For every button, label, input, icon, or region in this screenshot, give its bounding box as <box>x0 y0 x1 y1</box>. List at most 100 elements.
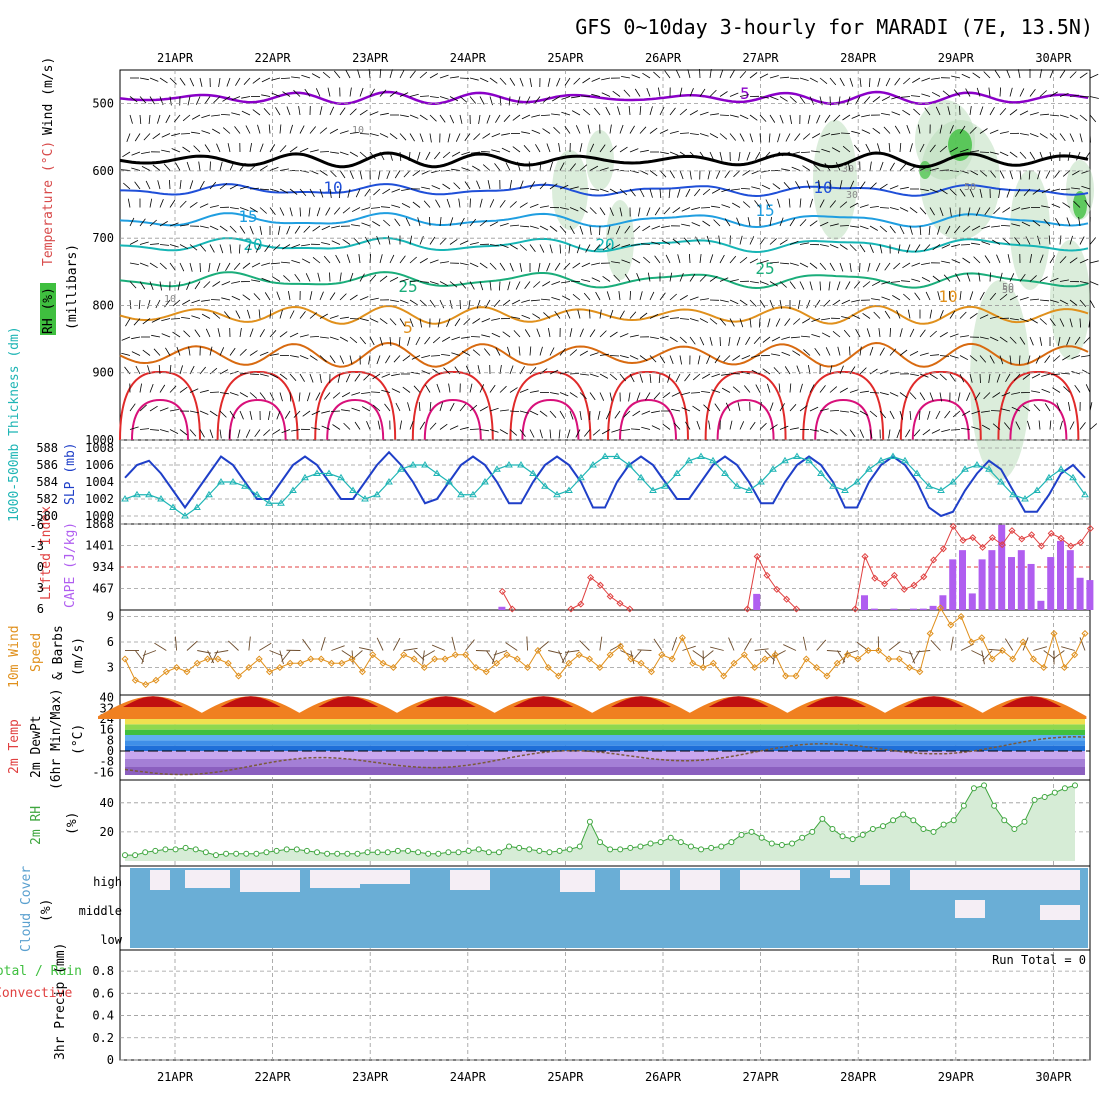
wind-barb <box>286 106 291 116</box>
wind10-barb <box>637 649 652 651</box>
wind-barb <box>542 128 551 134</box>
wind-barb <box>199 262 201 273</box>
thickness-marker <box>757 478 765 485</box>
wind-barb <box>239 410 244 420</box>
wind-barb <box>169 244 179 248</box>
thickness-marker <box>601 452 609 459</box>
wind10-marker <box>936 604 945 612</box>
rh-marker <box>132 852 139 859</box>
wind-barb <box>1000 225 1011 227</box>
wind-barb <box>346 254 351 264</box>
wind-barb <box>341 392 351 398</box>
rh-marker <box>1072 782 1078 789</box>
wind-barb <box>559 392 569 397</box>
wind-barb <box>309 312 318 319</box>
wind-barb <box>399 255 406 264</box>
wind-barb <box>199 244 207 252</box>
wind-barb <box>979 291 985 301</box>
wind-barb <box>189 180 194 190</box>
wind-barb <box>298 106 301 116</box>
thickness-marker <box>181 512 189 519</box>
wind-barb <box>681 223 691 227</box>
wind-barb <box>377 420 381 430</box>
cloud-gap <box>860 870 890 885</box>
wind-barb <box>389 90 398 97</box>
precip-ylabel-c: 3hr Precip (mm) <box>53 943 68 1060</box>
wind-barb <box>279 207 285 216</box>
wind10-marker <box>245 663 253 672</box>
wind-barb <box>1039 299 1050 302</box>
wind-barb <box>439 423 448 430</box>
wind-ylabel: Wind (m/s) <box>41 57 56 135</box>
wind-barb <box>755 151 761 160</box>
wind-barb <box>962 225 971 233</box>
wind-barb <box>511 299 521 305</box>
wind-barb <box>771 353 781 356</box>
wind-barb <box>1089 281 1099 286</box>
wind-barb <box>251 279 261 282</box>
wind-barb <box>979 355 987 363</box>
wind-barb <box>1029 336 1034 346</box>
thickness-marker <box>853 478 861 485</box>
wind-barb <box>939 169 950 171</box>
wind-barb <box>489 244 499 247</box>
wind-barb <box>647 272 651 282</box>
wind-barb <box>809 281 813 291</box>
wind-barb <box>918 124 921 134</box>
wind-barb <box>589 352 599 356</box>
wind-barb <box>1062 170 1071 177</box>
wind-barb <box>210 299 221 301</box>
wind-barb <box>482 133 491 139</box>
isotherm-30 <box>119 341 1089 368</box>
wind-barb <box>239 225 246 234</box>
wind-barb <box>1019 297 1029 301</box>
li-marker <box>606 592 614 600</box>
wind-barb <box>539 225 549 231</box>
wind-barb <box>759 299 766 308</box>
wind-barb <box>209 410 218 417</box>
wind10-barb <box>422 650 435 658</box>
wind-barb <box>749 133 753 143</box>
wind-barb <box>289 392 292 402</box>
wind-barb <box>509 201 517 208</box>
wind-barb <box>259 351 269 356</box>
wind-barb <box>212 281 221 287</box>
rh-marker <box>748 828 755 835</box>
wind10-marker <box>782 672 790 680</box>
wind-barb <box>556 77 561 87</box>
wind-barb <box>549 347 555 356</box>
wind10-marker <box>875 646 883 655</box>
wind-barb <box>747 217 751 227</box>
wind-barb <box>1019 151 1027 159</box>
wind-barb <box>1051 203 1061 208</box>
wind-barb <box>239 162 246 171</box>
wind-barb <box>927 410 931 420</box>
wind-barb <box>669 107 676 116</box>
wind-barb <box>1009 170 1013 180</box>
wind-barb <box>1019 110 1029 116</box>
wind-barb <box>619 207 623 217</box>
wind-barb <box>794 133 801 141</box>
wind-barb <box>339 188 341 199</box>
wind-barb <box>739 256 748 264</box>
wind10-barb <box>950 636 954 651</box>
wind10-marker <box>482 668 490 676</box>
wind-tick: 3 <box>107 661 114 675</box>
wind-barb <box>921 77 931 82</box>
wind-barb <box>684 373 691 382</box>
wind-barb <box>613 274 621 282</box>
rh-marker <box>445 849 452 856</box>
wind-barb <box>749 258 759 264</box>
wind-barb <box>640 243 651 245</box>
wind-barb <box>472 349 481 356</box>
wind10-marker <box>224 659 232 667</box>
wind10-marker <box>1081 629 1089 638</box>
thickness-marker <box>469 490 477 498</box>
wind-barb <box>649 291 655 301</box>
wind-barb <box>649 336 659 339</box>
wind-barb <box>571 96 581 99</box>
thickness-tick: 588 <box>36 441 58 455</box>
wind-barb <box>219 225 228 232</box>
wind-barb <box>129 240 139 245</box>
wind-barb <box>899 163 907 171</box>
